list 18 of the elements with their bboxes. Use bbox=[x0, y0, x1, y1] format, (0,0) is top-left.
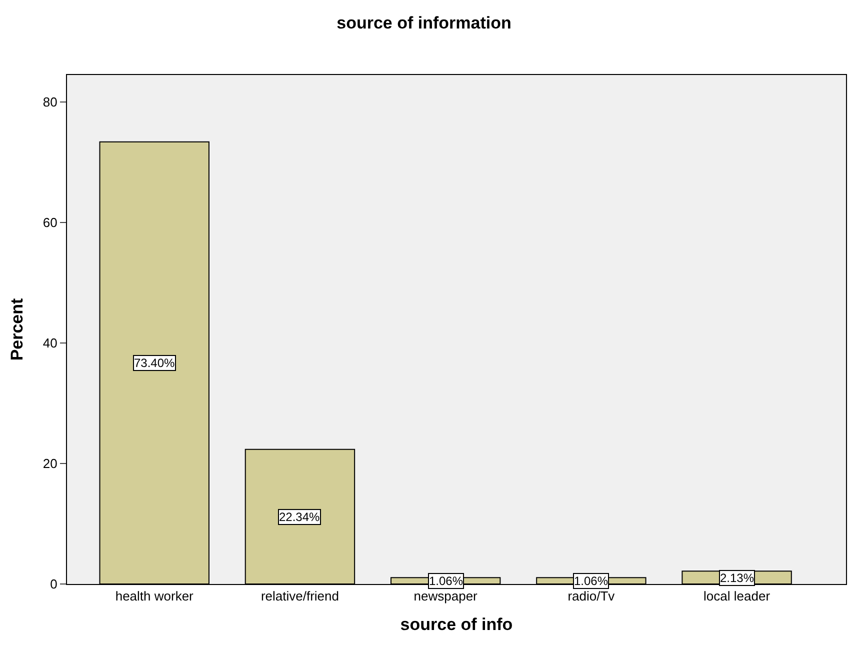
y-tick-label: 80 bbox=[42, 94, 58, 110]
data-label: 2.13% bbox=[720, 571, 754, 585]
x-tick-label: local leader bbox=[704, 588, 771, 604]
x-tick-label: health worker bbox=[115, 588, 194, 604]
x-tick-label: radio/Tv bbox=[568, 588, 616, 604]
data-label: 22.34% bbox=[279, 510, 320, 524]
x-tick-label: newspaper bbox=[414, 588, 478, 604]
data-label: 73.40% bbox=[134, 356, 176, 370]
y-tick-label: 0 bbox=[50, 576, 58, 592]
y-tick-label: 20 bbox=[42, 456, 58, 472]
y-axis-title: Percent bbox=[7, 298, 26, 361]
data-label: 1.06% bbox=[429, 574, 464, 588]
chart-title: source of information bbox=[336, 14, 512, 33]
data-label: 1.06% bbox=[574, 574, 608, 588]
x-axis-title: source of info bbox=[400, 615, 513, 634]
y-tick-label: 60 bbox=[42, 215, 58, 230]
x-tick-label: relative/friend bbox=[260, 588, 339, 604]
y-tick-label: 40 bbox=[42, 336, 58, 351]
